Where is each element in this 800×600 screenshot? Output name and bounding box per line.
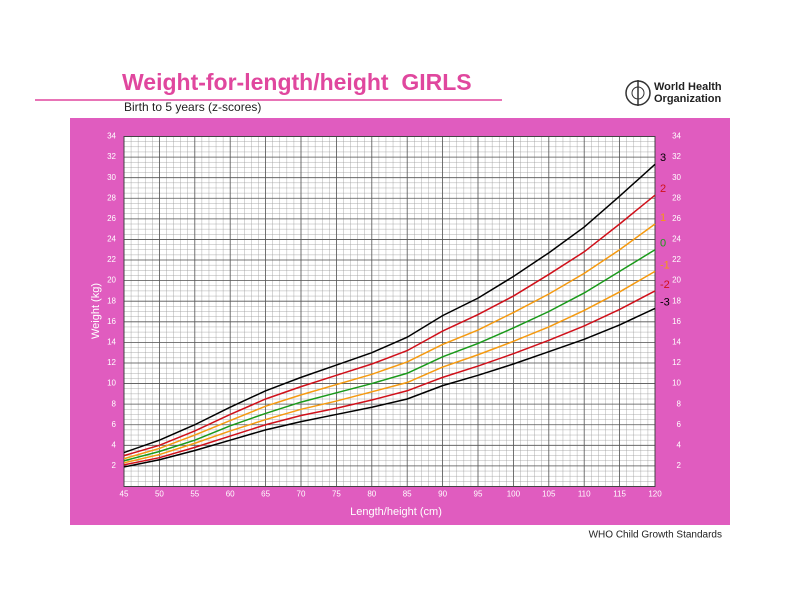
x-tick-label: 85: [403, 490, 412, 499]
x-tick-label: 50: [155, 490, 164, 499]
z-score-line: [123, 290, 656, 466]
x-tick-label: 105: [542, 490, 556, 499]
legend-label: 0: [660, 238, 666, 250]
y-tick-label-right: 14: [672, 337, 681, 346]
x-tick-label: 95: [474, 490, 483, 499]
y-tick-label: 16: [107, 317, 116, 326]
y-tick-label: 20: [107, 276, 116, 285]
y-tick-label-right: 30: [672, 173, 681, 182]
legend-label: -3: [660, 296, 670, 308]
y-tick-label-right: 10: [672, 379, 681, 388]
z-score-line: [123, 307, 656, 468]
plot-border: [123, 136, 656, 487]
y-tick-label: 2: [112, 461, 117, 470]
legend-label: 1: [660, 212, 666, 224]
footer-note: WHO Child Growth Standards: [589, 530, 722, 541]
y-tick-label-right: 22: [672, 255, 681, 264]
y-tick-label: 32: [107, 152, 116, 161]
legend-label: -1: [660, 259, 670, 271]
y-tick-label-right: 34: [672, 132, 681, 141]
y-tick-label-right: 20: [672, 276, 681, 285]
x-tick-label: 55: [190, 490, 199, 499]
y-tick-label: 26: [107, 214, 116, 223]
y-tick-label-right: 32: [672, 152, 681, 161]
y-tick-label: 14: [107, 337, 116, 346]
y-tick-label: 30: [107, 173, 116, 182]
z-score-line: [123, 194, 656, 457]
y-tick-label-right: 18: [672, 296, 681, 305]
y-tick-label: 12: [107, 358, 116, 367]
y-axis-label: Weight (kg): [90, 283, 102, 339]
x-tick-label: 115: [613, 490, 626, 499]
who-logo: [625, 80, 651, 106]
z-score-line: [123, 270, 656, 464]
org-name-line1: World Health: [654, 81, 722, 93]
z-score-line: [123, 223, 656, 460]
legend-label: 3: [660, 152, 666, 164]
x-tick-label: 45: [120, 490, 129, 499]
x-tick-label: 75: [332, 490, 341, 499]
y-tick-label: 18: [107, 296, 116, 305]
y-tick-label-right: 2: [677, 461, 682, 470]
y-tick-label-right: 26: [672, 214, 681, 223]
x-tick-label: 120: [648, 490, 662, 499]
y-tick-label-right: 24: [672, 235, 681, 244]
z-score-line: [123, 163, 656, 454]
x-tick-label: 60: [226, 490, 235, 499]
x-tick-label: 110: [578, 490, 591, 499]
y-tick-label: 34: [107, 132, 116, 141]
legend-label: 2: [660, 183, 666, 195]
y-tick-label: 8: [112, 399, 117, 408]
legend-label: -2: [660, 279, 670, 291]
x-tick-label: 70: [297, 490, 306, 499]
y-tick-label-right: 8: [677, 399, 682, 408]
x-tick-label: 65: [261, 490, 270, 499]
y-tick-label: 22: [107, 255, 116, 264]
x-tick-label: 80: [367, 490, 376, 499]
y-tick-label-right: 12: [672, 358, 681, 367]
y-tick-label: 10: [107, 379, 116, 388]
y-tick-label: 24: [107, 235, 116, 244]
chart-title: Weight-for-length/height GIRLS: [122, 69, 472, 95]
x-tick-label: 90: [438, 490, 447, 499]
y-tick-label: 28: [107, 193, 116, 202]
x-tick-label: 100: [507, 490, 521, 499]
chart-subtitle: Birth to 5 years (z-scores): [124, 100, 261, 114]
x-axis-label: Length/height (cm): [350, 506, 442, 518]
y-tick-label: 4: [112, 440, 117, 449]
y-tick-label-right: 28: [672, 193, 681, 202]
y-tick-label-right: 16: [672, 317, 681, 326]
y-tick-label: 6: [112, 420, 117, 429]
z-score-line: [123, 249, 656, 462]
org-name-line2: Organization: [654, 93, 722, 105]
y-tick-label-right: 6: [677, 420, 682, 429]
y-tick-label-right: 4: [677, 440, 682, 449]
